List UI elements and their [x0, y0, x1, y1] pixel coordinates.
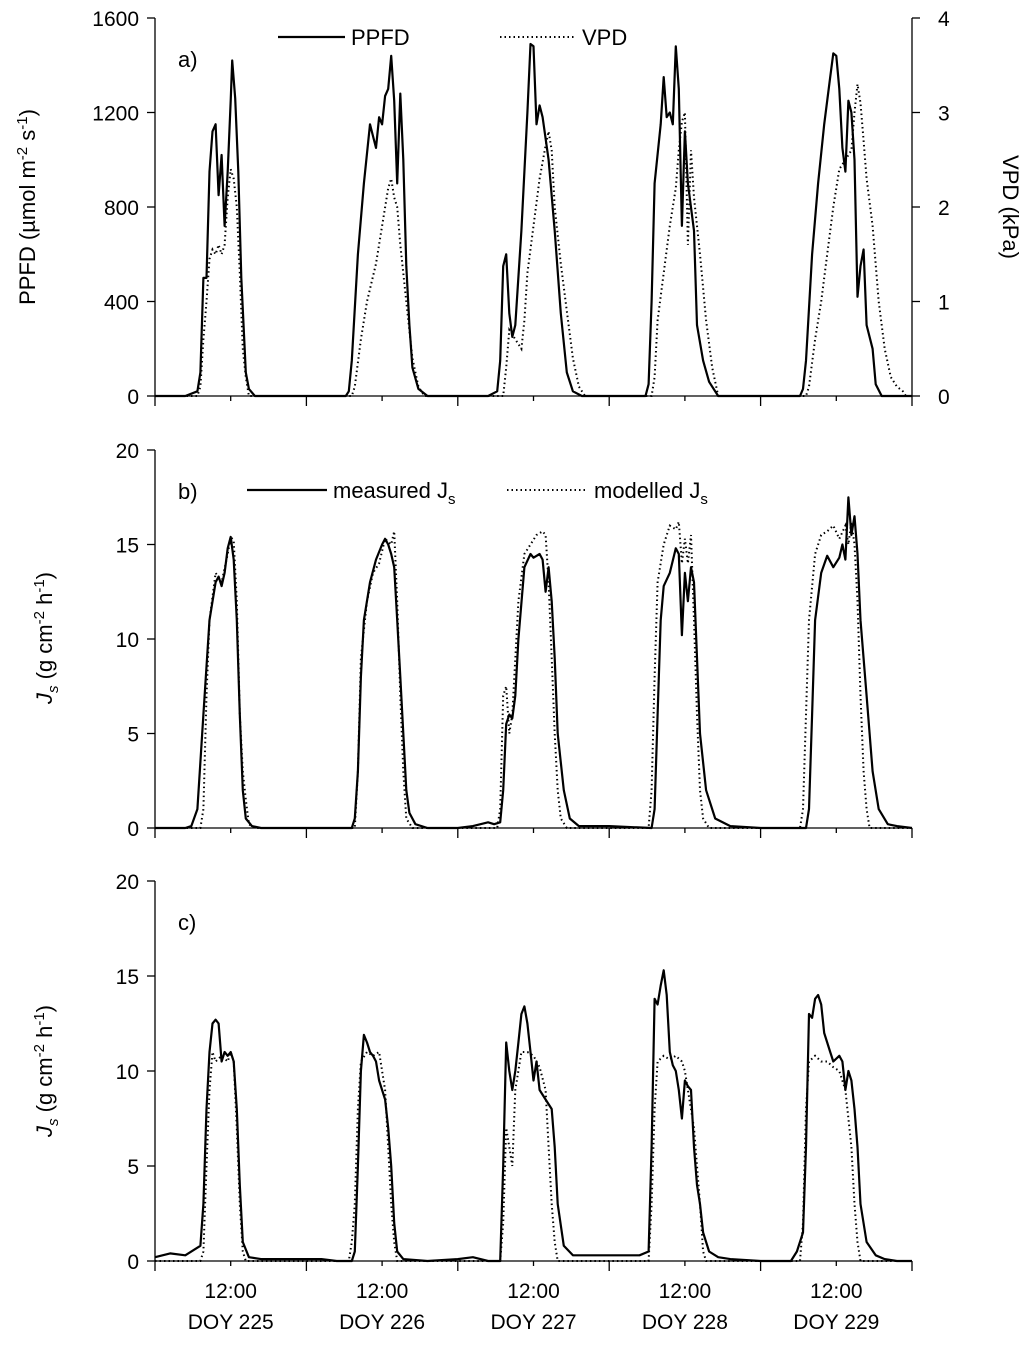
legend-measured-label: measured Js — [333, 478, 455, 508]
panel-b: measured Js modelled Js b) Js (g cm-2 h-… — [31, 440, 913, 841]
panel-c-series — [154, 969, 912, 1263]
panel-a-axes: 0 400 800 1200 1600 0 1 2 3 4 — [92, 8, 950, 409]
series-ppfd — [155, 42, 912, 398]
x-tick-day-label: DOY 227 — [491, 1311, 577, 1334]
y-tick-label: 0 — [127, 1251, 139, 1274]
y-tick-label: 1200 — [92, 103, 139, 126]
x-tick-day-label: DOY 228 — [642, 1311, 728, 1334]
js-axis-title-c: Js (g cm-2 h-1) — [31, 1005, 62, 1138]
js-axis-title-b: Js (g cm-2 h-1) — [31, 572, 62, 705]
series-modelled-js — [155, 1048, 912, 1262]
y-tick-label: 1600 — [92, 8, 139, 31]
y-tick-right-label: 0 — [938, 386, 950, 409]
panel-b-series — [155, 496, 913, 830]
y-tick-label: 20 — [116, 440, 139, 463]
panel-a-label: a) — [178, 47, 198, 72]
y-tick-label: 10 — [116, 1061, 139, 1084]
x-tick-time-label: 12:00 — [204, 1280, 257, 1303]
x-tick-time-label: 12:00 — [810, 1280, 863, 1303]
x-tick-day-label: DOY 229 — [793, 1311, 879, 1334]
y-tick-label: 10 — [116, 629, 139, 652]
panel-b-label: b) — [178, 479, 198, 504]
x-tick-time-label: 12:00 — [659, 1280, 712, 1303]
series-modelled-js — [155, 521, 912, 829]
legend-vpd-label: VPD — [582, 25, 627, 50]
y-tick-label: 800 — [104, 197, 139, 220]
y-tick-label: 15 — [116, 966, 139, 989]
y-tick-label: 0 — [127, 386, 139, 409]
legend-b: measured Js modelled Js — [247, 478, 708, 508]
y-tick-label: 20 — [116, 871, 139, 894]
series-vpd — [155, 84, 907, 397]
legend-ppfd-label: PPFD — [351, 25, 410, 50]
y-tick-label: 5 — [127, 724, 139, 747]
y-tick-label: 15 — [116, 535, 139, 558]
x-tick-time-label: 12:00 — [356, 1280, 409, 1303]
x-tick-day-label: DOY 226 — [339, 1311, 425, 1334]
x-tick-day-label: DOY 225 — [188, 1311, 274, 1334]
x-tick-time-label: 12:00 — [507, 1280, 560, 1303]
panel-c-axes: 0 5 10 15 20 12:00 DOY 225 12:00 DOY 226 12:00 DOY… — [116, 871, 913, 1334]
panel-b-axes: 0 5 10 15 20 — [116, 440, 913, 841]
y-tick-label: 400 — [104, 292, 139, 315]
y-tick-right-label: 3 — [938, 103, 950, 126]
ppfd-axis-title: PPFD (µmol m-2 s-1) — [14, 109, 40, 305]
legend-modelled-label: modelled Js — [594, 478, 708, 508]
y-tick-label: 5 — [127, 1156, 139, 1179]
legend-a: PPFD VPD — [278, 25, 627, 50]
y-tick-label: 0 — [127, 818, 139, 841]
series-measured-js — [155, 496, 913, 830]
panel-a: PPFD VPD a) PPFD (µmol m-2 s-1) VPD (kPa… — [14, 8, 1023, 409]
y-tick-right-label: 1 — [938, 292, 950, 315]
vpd-axis-title: VPD (kPa) — [998, 155, 1023, 259]
panel-a-series — [155, 42, 912, 398]
panel-c: c) Js (g cm-2 h-1) 0 5 10 15 20 12:00 DOY 225 1… — [31, 871, 913, 1334]
y-tick-right-label: 2 — [938, 197, 950, 220]
series-measured-js — [154, 969, 912, 1263]
y-tick-right-label: 4 — [938, 8, 950, 31]
panel-c-label: c) — [178, 910, 196, 935]
